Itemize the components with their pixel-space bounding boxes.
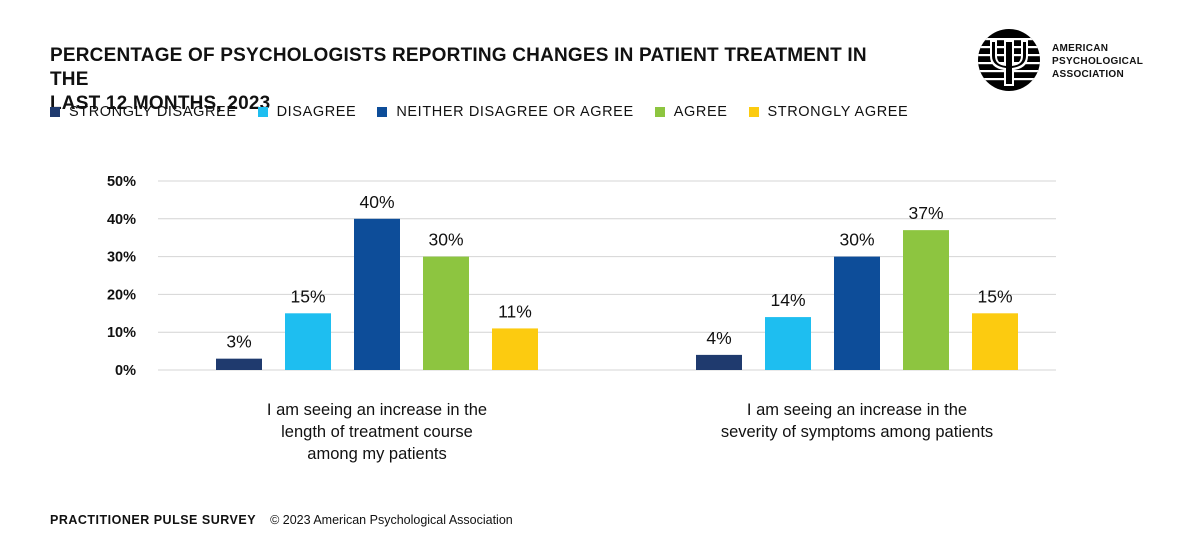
data-label: 40% [359, 192, 394, 212]
chart-title-line-2: LAST 12 MONTHS, 2023 [50, 93, 271, 114]
category-label: I am seeing an increase in the [267, 401, 487, 419]
data-label: 15% [290, 286, 325, 306]
footer-survey-name: PRACTITIONER PULSE SURVEY [50, 513, 257, 527]
category-label: severity of symptoms among patients [721, 423, 993, 441]
apa-logo-wordmark: AMERICAN PSYCHOLOGICAL ASSOCIATION [1052, 42, 1143, 81]
legend-swatch [377, 107, 388, 117]
y-tick-label: 0% [115, 363, 136, 379]
logo-line: ASSOCIATION [1052, 69, 1125, 80]
data-label: 4% [706, 328, 731, 348]
legend-label: STRONGLY DISAGREE [69, 104, 237, 120]
bar [972, 313, 1018, 370]
bar [285, 313, 331, 370]
legend-label: AGREE [673, 104, 728, 120]
bar [354, 218, 400, 370]
legend-swatch [50, 107, 60, 117]
y-tick-label: 20% [107, 287, 136, 303]
category-label: among my patients [307, 445, 446, 463]
legend-label: NEITHER DISAGREE OR AGREE [396, 104, 634, 120]
bar [423, 256, 469, 370]
legend-item-strongly-agree: STRONGLY AGREE [748, 104, 909, 120]
bar [696, 354, 742, 370]
bar [834, 256, 880, 370]
chart-title: PERCENTAGE OF PSYCHOLOGISTS REPORTING CH… [50, 44, 910, 116]
data-label: 3% [226, 332, 251, 352]
bar [765, 317, 811, 370]
y-tick-label: 30% [107, 250, 136, 266]
data-label: 11% [498, 301, 532, 321]
bar [903, 230, 949, 370]
logo-line: PSYCHOLOGICAL [1052, 56, 1144, 67]
y-tick-label: 50% [107, 174, 136, 190]
legend-item-neither: NEITHER DISAGREE OR AGREE [377, 104, 633, 120]
footer-copyright: © 2023 American Psychological Associatio… [270, 513, 513, 527]
apa-logo [978, 29, 1040, 91]
legend-swatch [654, 107, 665, 117]
psi-symbol-icon [978, 29, 1040, 91]
data-label: 14% [770, 290, 805, 310]
chart-legend: STRONGLY DISAGREE DISAGREE NEITHER DISAG… [50, 103, 929, 121]
category-label: length of treatment course [281, 423, 473, 441]
chart-title-line-1: PERCENTAGE OF PSYCHOLOGISTS REPORTING CH… [50, 45, 867, 90]
data-label: 30% [428, 230, 463, 250]
legend-item-disagree: DISAGREE [257, 104, 357, 120]
category-label: I am seeing an increase in the [747, 401, 967, 419]
footer: PRACTITIONER PULSE SURVEY © 2023 America… [50, 513, 513, 527]
bar [216, 358, 262, 370]
data-label: 15% [977, 286, 1012, 306]
legend-label: STRONGLY AGREE [767, 104, 909, 120]
y-tick-label: 40% [107, 212, 136, 228]
logo-line: AMERICAN [1052, 43, 1109, 54]
bar [492, 328, 538, 370]
y-tick-label: 10% [107, 325, 136, 341]
data-label: 30% [839, 230, 874, 250]
legend-swatch [748, 107, 759, 117]
legend-item-agree: AGREE [654, 104, 728, 120]
legend-item-strongly-disagree: STRONGLY DISAGREE [50, 104, 237, 120]
legend-label: DISAGREE [276, 104, 357, 120]
data-label: 37% [908, 203, 943, 223]
legend-swatch [257, 107, 268, 117]
